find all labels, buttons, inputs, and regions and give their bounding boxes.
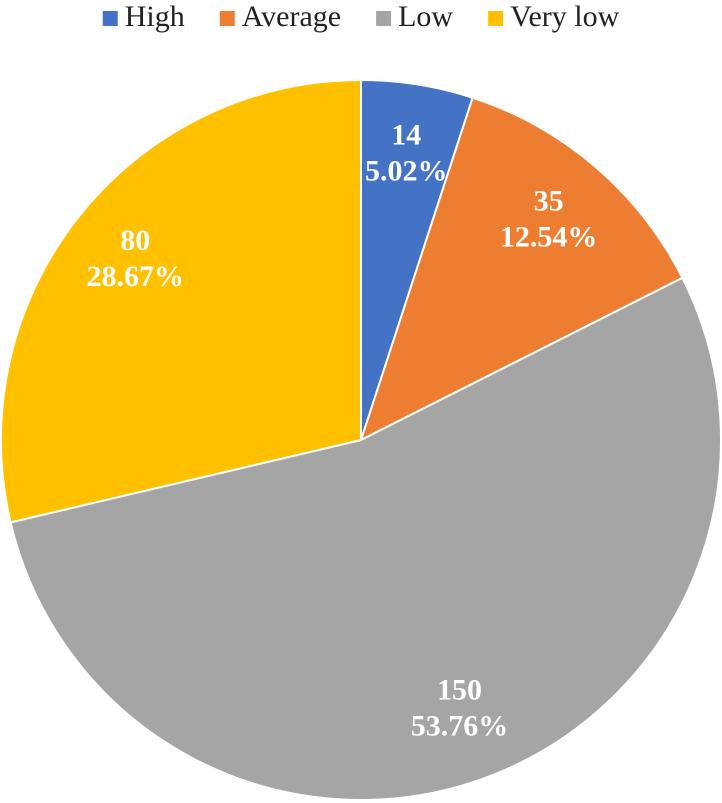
- legend-swatch: [102, 11, 118, 26]
- legend-label: High: [125, 0, 185, 33]
- value-label: 35: [534, 184, 564, 217]
- percentage-label: 5.02%: [365, 154, 448, 187]
- percentage-label: 53.76%: [411, 710, 509, 743]
- legend-swatch: [219, 11, 235, 26]
- legend-swatch: [488, 11, 504, 26]
- legend: High Average Low Very low: [102, 0, 620, 33]
- pie-slice: [0, 78, 362, 524]
- value-label: 150: [437, 674, 482, 707]
- percentage-label: 28.67%: [87, 260, 185, 293]
- pie-slice: [359, 96, 684, 442]
- value-label: 14: [391, 118, 421, 151]
- pie-slice: [9, 276, 722, 801]
- legend-label: Average: [242, 0, 341, 33]
- percentage-label: 12.54%: [500, 220, 598, 253]
- legend-label: Very low: [510, 0, 619, 33]
- legend-label: Low: [398, 0, 453, 33]
- legend-swatch: [376, 11, 392, 26]
- value-label: 80: [120, 224, 150, 257]
